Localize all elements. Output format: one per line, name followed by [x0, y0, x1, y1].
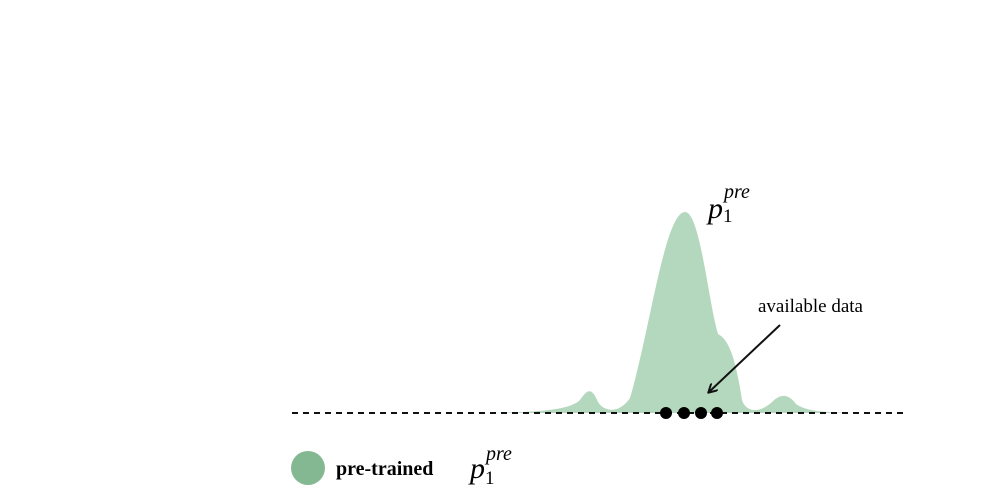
density-symbol: p	[706, 192, 723, 225]
density-subscript: 1	[723, 206, 733, 227]
arrow	[709, 324, 781, 392]
legend-subscript: 1	[485, 468, 495, 489]
density-superscript: pre	[722, 181, 750, 203]
legend-label: pre-trained	[336, 458, 433, 480]
annotation: available data	[758, 296, 864, 317]
legend-superscript: pre	[484, 443, 512, 465]
data-points	[660, 407, 723, 419]
legend-swatch	[291, 451, 325, 485]
legend-symbol: p	[468, 452, 485, 485]
density	[490, 212, 870, 413]
